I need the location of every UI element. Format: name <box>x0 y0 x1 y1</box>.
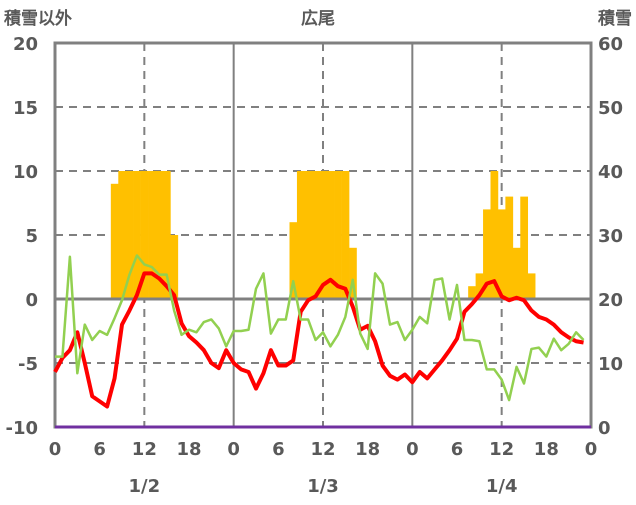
snow-depth-bar <box>475 273 484 299</box>
left-tick-label: -5 <box>18 354 38 375</box>
snow-depth-bar <box>319 171 328 299</box>
right-axis-title: 積雪 <box>598 8 632 29</box>
snow-depth-bar <box>497 209 506 299</box>
right-tick-label: 60 <box>598 34 623 55</box>
x-tick-label: 12 <box>310 439 335 460</box>
snow-depth-bar <box>311 171 320 299</box>
snow-depth-bar <box>334 171 342 299</box>
date-label: 1/3 <box>307 476 339 497</box>
right-tick-label: 20 <box>598 290 623 311</box>
x-tick-label: 0 <box>585 439 598 460</box>
snow-depth-bar <box>326 171 335 299</box>
left-tick-label: 5 <box>25 226 38 247</box>
snow-depth-bar <box>289 222 298 299</box>
snow-depth-bar <box>490 171 499 299</box>
left-tick-label: 0 <box>25 290 38 311</box>
chart-title: 広尾 <box>301 8 335 29</box>
snow-depth-bar <box>349 247 357 299</box>
right-tick-label: 30 <box>598 226 623 247</box>
snow-depth-bar <box>304 171 313 299</box>
x-tick-label: 12 <box>132 439 157 460</box>
snow-depth-bar <box>505 196 514 299</box>
date-label: 1/2 <box>129 476 161 497</box>
snow-depth-bar <box>527 273 536 299</box>
left-tick-label: 15 <box>13 98 38 119</box>
x-tick-label: 0 <box>227 439 240 460</box>
left-tick-label: -10 <box>5 418 38 439</box>
x-tick-label: 6 <box>93 439 106 460</box>
x-tick-label: 12 <box>489 439 514 460</box>
right-tick-label: 0 <box>598 418 611 439</box>
snow-depth-bar <box>468 286 476 299</box>
x-tick-label: 6 <box>451 439 464 460</box>
left-axis-title: 積雪以外 <box>4 8 72 29</box>
x-tick-label: 0 <box>49 439 62 460</box>
snow-depth-bar <box>170 235 179 299</box>
left-tick-label: 10 <box>13 162 38 183</box>
snow-depth-bar <box>110 183 119 299</box>
snow-depth-bar <box>483 209 491 299</box>
snow-depth-bar <box>118 171 127 299</box>
green-series-line <box>55 254 585 402</box>
date-label: 1/4 <box>486 476 518 497</box>
right-tick-label: 40 <box>598 162 623 183</box>
snow-depth-bar <box>341 171 350 299</box>
x-tick-label: 18 <box>355 439 380 460</box>
snow-depth-bar <box>512 247 521 299</box>
snow-depth-bar <box>296 171 305 299</box>
x-tick-label: 18 <box>534 439 559 460</box>
snow-depth-bar <box>155 171 164 299</box>
x-tick-label: 6 <box>272 439 285 460</box>
series-lines <box>53 254 585 409</box>
left-tick-label: 20 <box>13 34 38 55</box>
right-tick-label: 50 <box>598 98 623 119</box>
x-tick-label: 0 <box>406 439 419 460</box>
snow-depth-bar <box>148 171 156 299</box>
snow-depth-bars <box>110 171 536 299</box>
snow-depth-bar <box>133 171 141 299</box>
x-tick-label: 18 <box>176 439 201 460</box>
snow-depth-bar <box>520 196 529 299</box>
red-series-line <box>53 271 584 409</box>
snow-depth-bar <box>162 171 171 299</box>
right-tick-label: 10 <box>598 354 623 375</box>
snow-depth-bar <box>125 171 134 299</box>
snow-depth-bar <box>140 171 149 299</box>
